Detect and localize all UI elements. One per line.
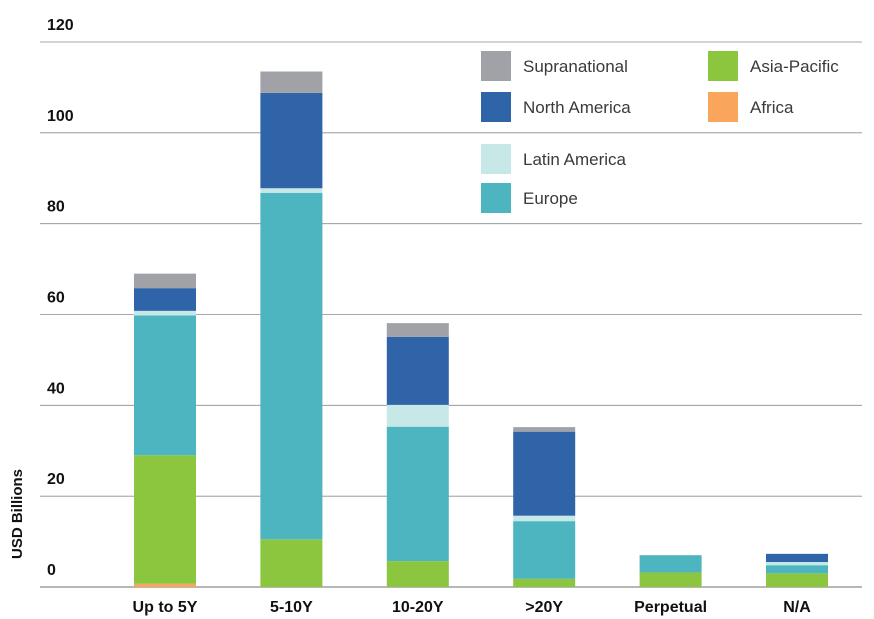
y-tick-label: 120 [47, 17, 74, 34]
bar-segment-latin-america [386, 404, 449, 427]
bar-segment-latin-america [134, 310, 196, 316]
bar-segment-europe [260, 192, 323, 540]
bar-segment-supranational [513, 427, 576, 432]
bar-segment-north-america [766, 553, 828, 563]
bar-segment-supranational [260, 71, 323, 93]
x-axis-ticks: Up to 5Y 5-10Y 10-20Y >20Y Perpetual N/A [133, 599, 812, 616]
bar-segment-north-america [134, 288, 196, 311]
legend-swatch [481, 183, 511, 213]
y-tick-label: 60 [47, 290, 65, 307]
bar-segment-europe [386, 426, 449, 562]
bar-segment-asia-pacific [513, 578, 576, 587]
legend-item-latin-america: Latin America [481, 144, 627, 174]
x-tick-label: N/A [783, 599, 811, 616]
legend-swatch [481, 92, 511, 122]
legend-label: Europe [523, 189, 578, 208]
x-tick-label: Up to 5Y [133, 599, 198, 616]
legend-item-supranational: Supranational [481, 51, 628, 81]
y-axis-title: USD Billions [9, 469, 26, 559]
legend-swatch [481, 51, 511, 81]
y-tick-label: 80 [47, 199, 65, 216]
legend-label: North America [523, 98, 631, 117]
bar-segment-latin-america [766, 562, 828, 566]
x-tick-label: Perpetual [634, 599, 707, 616]
y-tick-label: 100 [47, 108, 74, 125]
bar-segment-supranational [386, 323, 449, 337]
bar-segment-asia-pacific [134, 455, 196, 584]
bars [134, 71, 828, 587]
bar-segment-asia-pacific [766, 573, 828, 587]
legend: Supranational Asia-Pacific North America Af… [481, 51, 839, 213]
legend-swatch [481, 144, 511, 174]
bar-segment-north-america [386, 336, 449, 405]
bar-segment-europe [134, 315, 196, 456]
y-axis-ticks: 0 20 40 60 80 100 120 [47, 17, 74, 579]
y-tick-label: 40 [47, 380, 65, 397]
y-tick-label: 0 [47, 562, 56, 579]
legend-label: Asia-Pacific [750, 57, 839, 76]
legend-label: Africa [750, 98, 794, 117]
bar-segment-latin-america [260, 188, 323, 193]
x-tick-label: >20Y [525, 599, 563, 616]
x-tick-label: 10-20Y [392, 599, 444, 616]
bar-segment-supranational [134, 273, 196, 289]
y-tick-label: 20 [47, 471, 65, 488]
bar-segment-europe [766, 565, 828, 574]
bar-segment-north-america [513, 431, 576, 516]
legend-item-europe: Europe [481, 183, 578, 213]
legend-swatch [708, 51, 738, 81]
legend-item-asia-pacific: Asia-Pacific [708, 51, 839, 81]
bar-segment-latin-america [513, 515, 576, 522]
bar-segment-europe [513, 521, 576, 579]
legend-label: Latin America [523, 150, 627, 169]
x-tick-label: 5-10Y [270, 599, 313, 616]
bar-segment-europe [639, 555, 702, 573]
legend-item-africa: Africa [708, 92, 794, 122]
bar-segment-asia-pacific [639, 572, 702, 587]
bar-segment-asia-pacific [386, 561, 449, 587]
legend-item-north-america: North America [481, 92, 631, 122]
bar-segment-africa [134, 583, 196, 587]
bar-segment-asia-pacific [260, 539, 323, 587]
legend-swatch [708, 92, 738, 122]
bar-segment-north-america [260, 92, 323, 189]
legend-label: Supranational [523, 57, 628, 76]
